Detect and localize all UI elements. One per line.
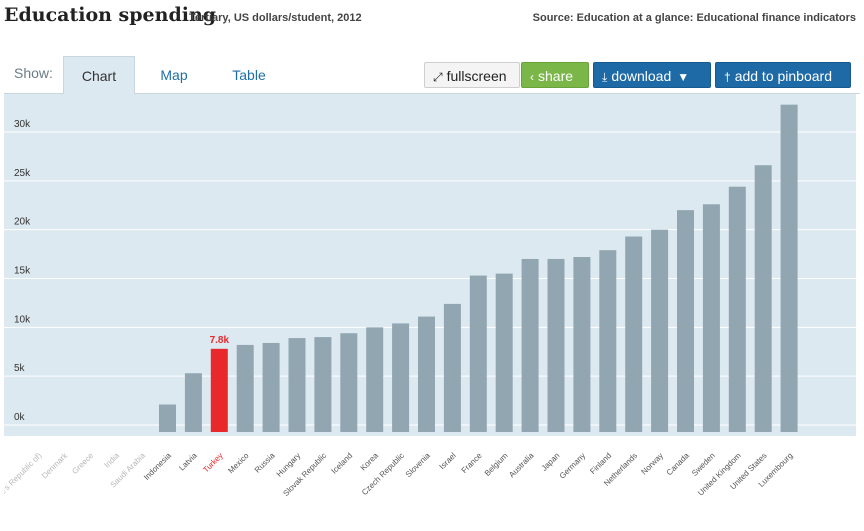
fullscreen-button[interactable]: ⤢ fullscreen (424, 62, 520, 88)
y-tick-label: 20k (14, 217, 31, 228)
bar (159, 404, 176, 432)
y-tick-label: 25k (14, 168, 31, 179)
x-tick-label: Israel (438, 451, 458, 471)
x-tick-label: Germany (558, 451, 588, 481)
bar (262, 342, 280, 432)
chart-area: 0k 5k 10k 15k 20k 25k 30k a (People's Republic … (4, 94, 860, 531)
tab-chart[interactable]: Chart (63, 56, 135, 95)
view-tab-bar: Show: Chart Map Table ⤢ fullscreen ‹ share… (4, 56, 860, 95)
bar (702, 204, 720, 432)
x-tick-label: a (People's Republic of) (4, 451, 44, 517)
x-tick-label: Canada (665, 451, 692, 478)
bar (314, 337, 332, 432)
x-tick-label: Russia (253, 451, 277, 475)
y-tick-label: 0k (14, 412, 26, 423)
x-tick-label: Belgium (483, 451, 510, 478)
bar (780, 104, 798, 433)
add-to-pinboard-button[interactable]: † add to pinboard (715, 62, 851, 88)
chart-title: Education spending (4, 4, 217, 26)
tab-table[interactable]: Table (232, 67, 266, 83)
x-tick-label: India (102, 451, 121, 470)
bar (573, 257, 591, 432)
share-icon: ‹ (530, 70, 534, 84)
x-tick-label: Australia (507, 451, 536, 480)
chart-header: Education spending Tertiary, US dollars/… (0, 0, 864, 40)
data-label: 7.8k (210, 335, 230, 346)
bar (677, 210, 694, 432)
x-tick-label: Japan (540, 451, 562, 473)
bar (495, 273, 513, 432)
bar (521, 258, 539, 432)
show-label: Show: (14, 65, 53, 81)
x-tick-label: Turkey (201, 451, 224, 474)
fullscreen-label: fullscreen (446, 68, 507, 84)
bar (443, 303, 461, 432)
bar (625, 236, 643, 432)
x-tick-label: Mexico (226, 451, 251, 476)
download-icon: ⤓ (602, 70, 608, 84)
download-button[interactable]: ⤓ download ▼ (593, 62, 711, 88)
x-tick-label: Iceland (330, 451, 355, 476)
bar (651, 229, 669, 432)
bar (599, 250, 617, 432)
y-tick-label: 10k (14, 314, 31, 325)
bar-chart: 0k 5k 10k 15k 20k 25k 30k a (People's Republic … (4, 94, 856, 517)
bar (469, 275, 487, 432)
tab-map[interactable]: Map (160, 67, 188, 83)
download-label: download (611, 68, 672, 84)
x-tick-label: Indonesia (142, 451, 173, 482)
bar (754, 165, 772, 432)
bar (728, 186, 746, 432)
x-tick-label: Latvia (177, 451, 199, 473)
y-tick-label: 30k (14, 119, 31, 130)
x-tick-label: Greece (70, 451, 95, 476)
bar (418, 316, 435, 432)
pin-label: add to pinboard (734, 68, 832, 84)
bar (184, 373, 202, 432)
bar (366, 327, 384, 432)
bar (288, 338, 306, 432)
expand-icon: ⤢ (433, 70, 443, 84)
share-button[interactable]: ‹ share (521, 62, 589, 88)
bar (547, 258, 565, 432)
x-tick-label: Finland (588, 451, 613, 476)
source-link[interactable]: Source: Education at a glance: Education… (532, 12, 856, 24)
x-tick-label: Denmark (40, 450, 70, 480)
y-tick-label: 5k (14, 363, 26, 374)
share-label: share (538, 68, 574, 84)
pin-icon: † (724, 70, 731, 84)
y-tick-label: 15k (14, 266, 31, 277)
x-tick-label: Korea (359, 451, 381, 473)
bar (236, 344, 254, 432)
caret-down-icon: ▼ (677, 70, 690, 84)
chart-subtitle: Tertiary, US dollars/student, 2012 (189, 12, 362, 24)
x-tick-label: France (460, 451, 484, 475)
x-tick-label: Norway (639, 451, 665, 477)
bar (210, 348, 228, 432)
bar (392, 323, 410, 432)
bar (340, 333, 358, 432)
x-tick-label: Slovenia (404, 451, 432, 479)
